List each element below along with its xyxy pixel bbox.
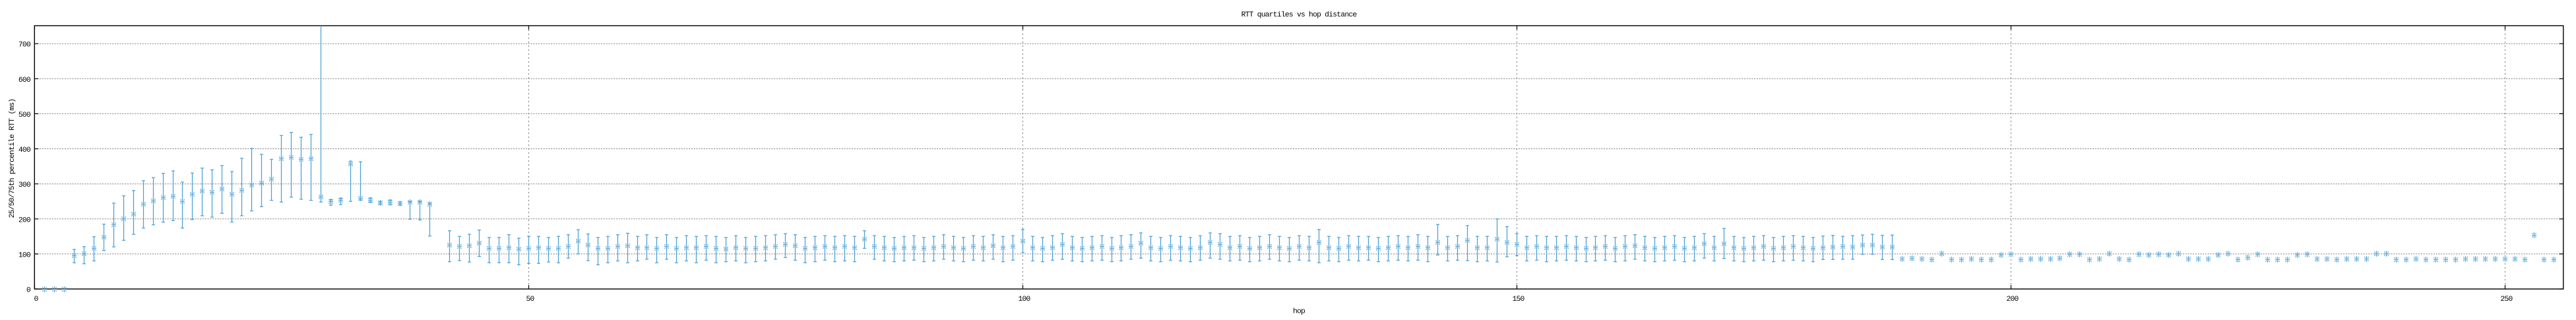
svg-text:600: 600 <box>18 77 31 84</box>
svg-text:0: 0 <box>34 296 38 304</box>
svg-text:200: 200 <box>2006 296 2019 304</box>
svg-text:0: 0 <box>26 287 31 295</box>
svg-text:100: 100 <box>1018 296 1030 304</box>
svg-text:hop: hop <box>1293 308 1305 316</box>
svg-text:RTT quartiles vs hop distance: RTT quartiles vs hop distance <box>1241 11 1358 19</box>
svg-text:50: 50 <box>526 296 534 304</box>
svg-text:300: 300 <box>18 181 31 189</box>
svg-text:150: 150 <box>1512 296 1524 304</box>
svg-text:500: 500 <box>18 112 31 119</box>
svg-text:400: 400 <box>18 146 31 154</box>
svg-text:25/50/75th percentile RTT (ms): 25/50/75th percentile RTT (ms) <box>9 99 16 218</box>
svg-text:100: 100 <box>18 251 31 259</box>
svg-text:200: 200 <box>18 216 31 224</box>
svg-text:700: 700 <box>18 42 31 49</box>
svg-text:250: 250 <box>2500 296 2513 304</box>
